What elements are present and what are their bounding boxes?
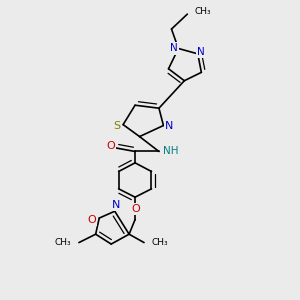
Text: N: N	[112, 200, 120, 210]
Text: NH: NH	[163, 146, 178, 157]
Text: S: S	[113, 121, 120, 131]
Text: CH₃: CH₃	[152, 238, 168, 247]
Text: N: N	[197, 47, 205, 57]
Text: N: N	[170, 44, 178, 53]
Text: O: O	[131, 204, 140, 214]
Text: O: O	[106, 141, 115, 152]
Text: N: N	[165, 121, 173, 130]
Text: CH₃: CH₃	[55, 238, 71, 247]
Text: CH₃: CH₃	[195, 7, 212, 16]
Text: O: O	[87, 214, 96, 225]
